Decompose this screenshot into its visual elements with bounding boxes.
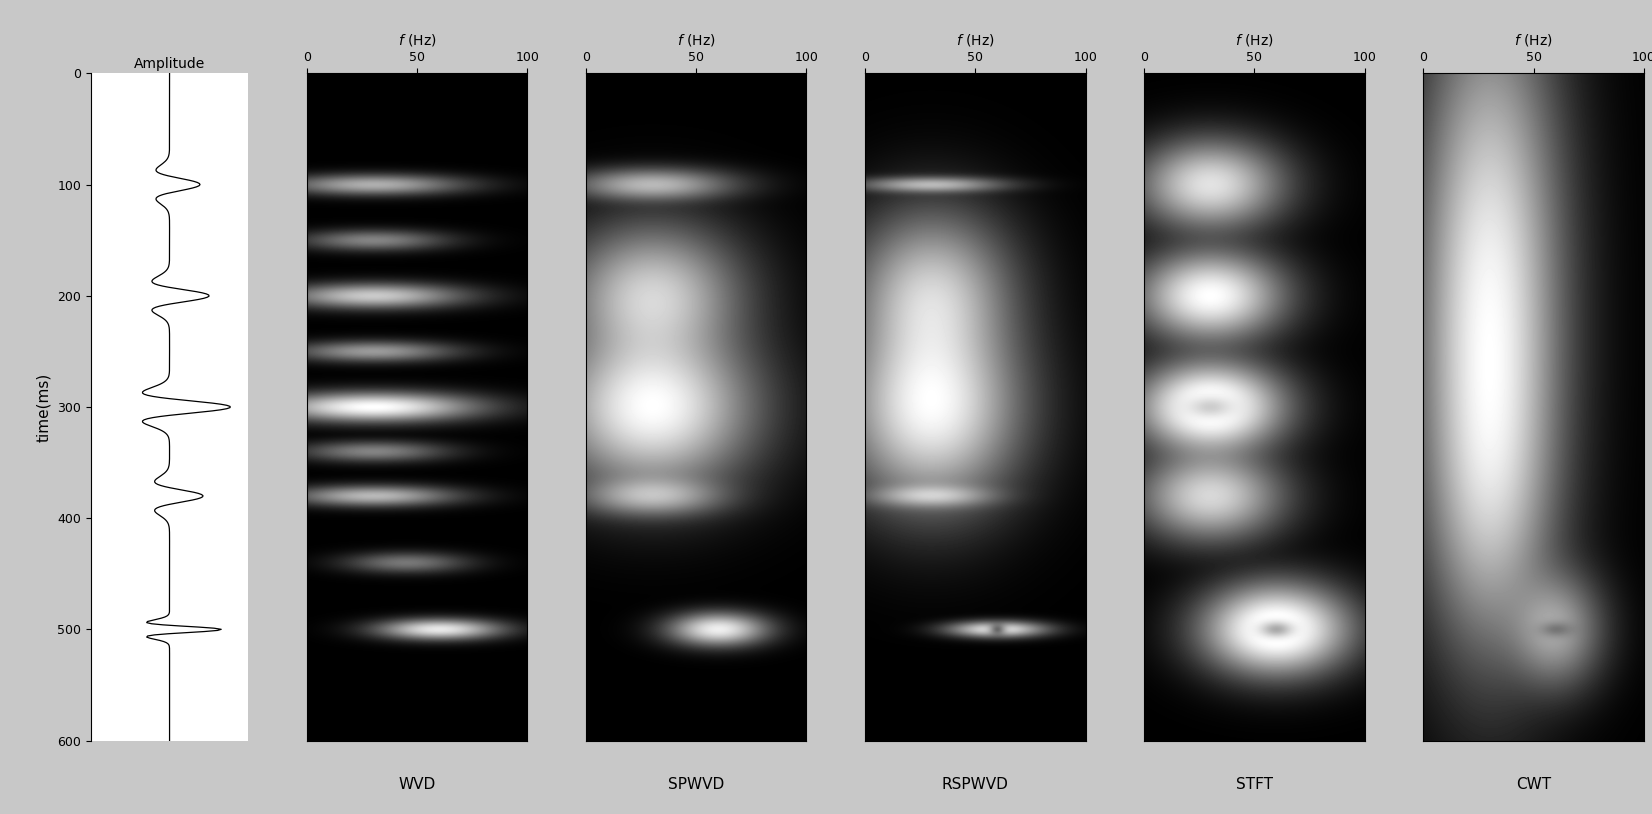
X-axis label: $f$ (Hz): $f$ (Hz) <box>1236 33 1274 49</box>
Text: STFT: STFT <box>1236 777 1274 793</box>
Text: WVD: WVD <box>398 777 436 793</box>
X-axis label: $f$ (Hz): $f$ (Hz) <box>398 33 436 49</box>
Y-axis label: time(ms): time(ms) <box>36 372 51 442</box>
Title: Amplitude: Amplitude <box>134 57 205 71</box>
Text: RSPWVD: RSPWVD <box>942 777 1009 793</box>
Text: SPWVD: SPWVD <box>667 777 724 793</box>
X-axis label: $f$ (Hz): $f$ (Hz) <box>677 33 715 49</box>
X-axis label: $f$ (Hz): $f$ (Hz) <box>1515 33 1553 49</box>
X-axis label: $f$ (Hz): $f$ (Hz) <box>957 33 995 49</box>
Text: CWT: CWT <box>1517 777 1551 793</box>
